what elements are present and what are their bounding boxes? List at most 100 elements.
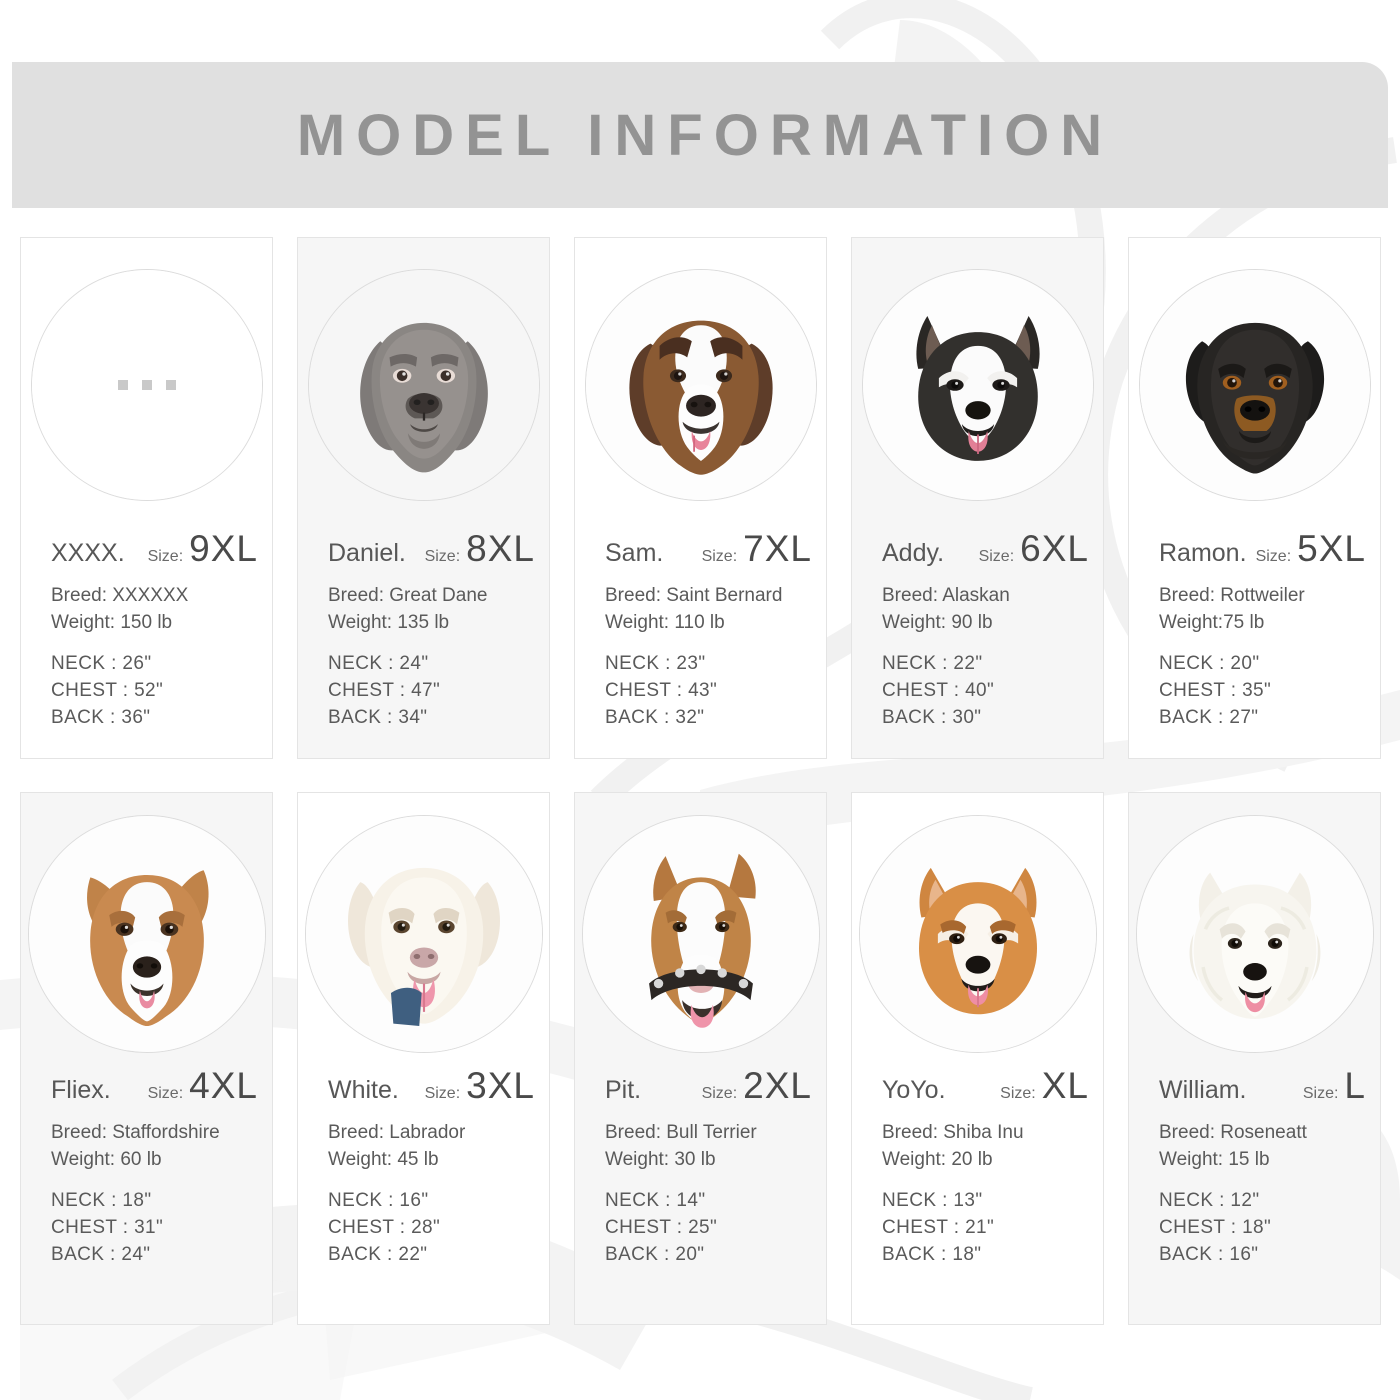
size-value: 8XL (466, 528, 535, 569)
staffordshire-terrier-portrait (27, 815, 266, 1053)
model-card[interactable]: White. Size: 3XL Breed: Labrador Weight: 45 … (297, 792, 550, 1325)
model-measurements: NECK : 20" CHEST : 35" BACK : 27" (1159, 651, 1366, 732)
model-breed: Breed: Great Dane (328, 585, 488, 606)
model-meta: Breed: Staffordshire Weight: 60 lb (51, 1120, 258, 1174)
model-info-block: White. Size: 3XL Breed: Labrador Weight: 45 … (298, 1065, 549, 1269)
model-info-block: Fliex. Size: 4XL Breed: Staffordshire Weight… (21, 1065, 272, 1269)
page-header-banner: MODEL INFORMATION (12, 62, 1388, 208)
model-measurements: NECK : 12" CHEST : 18" BACK : 16" (1159, 1188, 1366, 1269)
model-measurements: NECK : 14" CHEST : 25" BACK : 20" (605, 1188, 812, 1269)
size-label: Size: (424, 548, 461, 565)
model-name-row: YoYo. Size: XL (882, 1065, 1089, 1107)
measurement-chest: CHEST : 35" (1159, 679, 1272, 701)
measurement-back: BACK : 36" (51, 706, 151, 728)
model-name: Addy. (882, 539, 945, 567)
measurement-neck: NECK : 24" (328, 652, 429, 674)
measurement-neck: NECK : 12" (1159, 1189, 1260, 1211)
model-breed: Breed: XXXXXX (51, 585, 189, 606)
model-meta: Breed: Rottweiler Weight:75 lb (1159, 583, 1366, 637)
model-info-block: Sam. Size: 7XL Breed: Saint Bernard Weight: … (575, 528, 826, 732)
model-meta: Breed: Bull Terrier Weight: 30 lb (605, 1120, 812, 1174)
measurement-chest: CHEST : 52" (51, 679, 164, 701)
model-card[interactable]: Pit. Size: 2XL Breed: Bull Terrier Weight: 3… (574, 792, 827, 1325)
model-measurements: NECK : 16" CHEST : 28" BACK : 22" (328, 1188, 535, 1269)
model-card[interactable]: YoYo. Size: XL Breed: Shiba Inu Weight: 20 l… (851, 792, 1104, 1325)
model-name-row: Addy. Size: 6XL (882, 528, 1089, 570)
model-info-block: Ramon. Size: 5XL Breed: Rottweiler Weight:75… (1129, 528, 1380, 732)
model-weight: Weight: 30 lb (605, 1148, 716, 1170)
size-value: 5XL (1297, 528, 1366, 569)
measurement-chest: CHEST : 43" (605, 679, 718, 701)
measurement-neck: NECK : 22" (882, 652, 983, 674)
model-name-row: William. Size: L (1159, 1065, 1366, 1107)
measurement-neck: NECK : 16" (328, 1189, 429, 1211)
measurement-back: BACK : 20" (605, 1243, 705, 1265)
model-measurements: NECK : 13" CHEST : 21" BACK : 18" (882, 1188, 1089, 1269)
model-card[interactable]: William. Size: L Breed: Roseneatt Weight: 15… (1128, 792, 1381, 1325)
model-info-block: XXXX. Size: 9XL Breed: XXXXXX Weight: 150 lb… (21, 528, 272, 732)
model-card[interactable]: Daniel. Size: 8XL Breed: Great Dane Weight: … (297, 237, 550, 759)
model-name: Daniel. (328, 539, 406, 567)
measurement-neck: NECK : 13" (882, 1189, 983, 1211)
measurement-back: BACK : 34" (328, 706, 428, 728)
great-dane-portrait (307, 269, 540, 501)
shiba-inu-portrait (858, 815, 1097, 1053)
measurement-neck: NECK : 23" (605, 652, 706, 674)
model-weight: Weight: 20 lb (882, 1148, 993, 1170)
model-name: Ramon. (1159, 539, 1247, 567)
model-weight: Weight: 135 lb (328, 611, 450, 633)
measurement-back: BACK : 18" (882, 1243, 982, 1265)
model-weight: Weight:75 lb (1159, 611, 1265, 633)
measurement-back: BACK : 27" (1159, 706, 1259, 728)
measurement-chest: CHEST : 21" (882, 1216, 995, 1238)
model-weight: Weight: 110 lb (605, 611, 725, 633)
model-card[interactable]: XXXX. Size: 9XL Breed: XXXXXX Weight: 150 lb… (20, 237, 273, 759)
alaskan-malamute-portrait (861, 269, 1094, 501)
size-value: 9XL (189, 528, 258, 569)
measurement-chest: CHEST : 47" (328, 679, 441, 701)
model-measurements: NECK : 18" CHEST : 31" BACK : 24" (51, 1188, 258, 1269)
model-card[interactable]: Addy. Size: 6XL Breed: Alaskan Weight: 90 lb… (851, 237, 1104, 759)
model-breed: Breed: Staffordshire (51, 1122, 220, 1143)
model-breed: Breed: Alaskan (882, 585, 1010, 606)
saint-bernard-portrait (584, 269, 817, 501)
rottweiler-portrait (1138, 269, 1371, 501)
size-label: Size: (701, 548, 738, 565)
model-measurements: NECK : 26" CHEST : 52" BACK : 36" (51, 651, 258, 732)
model-meta: Breed: Great Dane Weight: 135 lb (328, 583, 535, 637)
measurement-back: BACK : 30" (882, 706, 982, 728)
size-label: Size: (147, 548, 184, 565)
model-breed: Breed: Rottweiler (1159, 585, 1305, 606)
model-measurements: NECK : 23" CHEST : 43" BACK : 32" (605, 651, 812, 732)
model-card[interactable]: Ramon. Size: 5XL Breed: Rottweiler Weight:75… (1128, 237, 1381, 759)
model-card[interactable]: Sam. Size: 7XL Breed: Saint Bernard Weight: … (574, 237, 827, 759)
measurement-neck: NECK : 26" (51, 652, 152, 674)
size-label: Size: (147, 1085, 184, 1102)
model-name-row: Sam. Size: 7XL (605, 528, 812, 570)
labrador-portrait (304, 815, 543, 1053)
size-value: 3XL (466, 1065, 535, 1106)
model-breed: Breed: Saint Bernard (605, 585, 783, 606)
model-weight: Weight: 15 lb (1159, 1148, 1270, 1170)
model-name: XXXX. (51, 539, 125, 567)
size-value: 2XL (743, 1065, 812, 1106)
model-info-block: Daniel. Size: 8XL Breed: Great Dane Weight: … (298, 528, 549, 732)
west-highland-terrier-portrait (1135, 815, 1374, 1053)
model-meta: Breed: Labrador Weight: 45 lb (328, 1120, 535, 1174)
model-meta: Breed: Saint Bernard Weight: 110 lb (605, 583, 812, 637)
model-weight: Weight: 45 lb (328, 1148, 439, 1170)
model-name-row: XXXX. Size: 9XL (51, 528, 258, 570)
measurement-chest: CHEST : 28" (328, 1216, 441, 1238)
bull-terrier-portrait (581, 815, 820, 1053)
model-name-row: White. Size: 3XL (328, 1065, 535, 1107)
model-name-row: Pit. Size: 2XL (605, 1065, 812, 1107)
model-name-row: Fliex. Size: 4XL (51, 1065, 258, 1107)
size-value: 7XL (743, 528, 812, 569)
measurement-back: BACK : 22" (328, 1243, 428, 1265)
measurement-back: BACK : 32" (605, 706, 705, 728)
model-card[interactable]: Fliex. Size: 4XL Breed: Staffordshire Weight… (20, 792, 273, 1325)
model-weight: Weight: 150 lb (51, 611, 173, 633)
model-meta: Breed: Roseneatt Weight: 15 lb (1159, 1120, 1366, 1174)
measurement-neck: NECK : 18" (51, 1189, 152, 1211)
